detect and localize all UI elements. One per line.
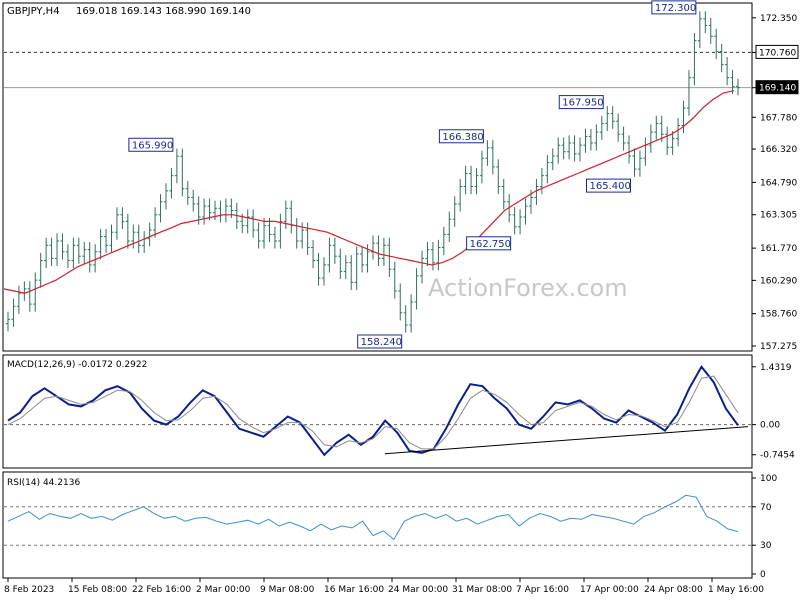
x-tick-label: 22 Feb 16:00 <box>132 585 191 595</box>
rsi-panel-frame <box>2 471 753 579</box>
x-tick-label: 17 Apr 00:00 <box>580 585 639 595</box>
x-tick-label: 15 Feb 08:00 <box>68 585 127 595</box>
macd-y-tick-label: -0.7454 <box>760 451 795 461</box>
price-y-tick-label: 172.350 <box>760 14 797 24</box>
axes: 172.350 167.780 166.320 164.790 163.305 161.7… <box>4 14 799 595</box>
price-annotation-box <box>585 178 631 193</box>
price-y-tick-label: 164.790 <box>760 178 797 188</box>
price-annotation-label: 162.750 <box>470 239 511 250</box>
price-annotation-box <box>438 129 484 144</box>
chart-symbol-label: GBPJPY,H4 <box>7 6 60 17</box>
price-annotation-label: 167.950 <box>562 98 603 109</box>
price-panel: 165.990 158.240 166.380 162.750 167.950 165.4… <box>3 0 752 349</box>
x-tick-label: 2 Mar 00:00 <box>196 585 251 595</box>
macd-title: MACD(12,26,9) -0.0172 0.2922 <box>7 360 147 370</box>
macd-trendline <box>384 426 749 455</box>
macd-y-tick-label: 0.00 <box>760 421 780 431</box>
price-annotation-label: 165.400 <box>589 181 630 192</box>
rsi-title: RSI(14) 44.2136 <box>7 478 80 488</box>
macd-line <box>7 365 739 457</box>
price-y-tick-label: 160.290 <box>760 276 797 286</box>
moving-average-line <box>3 90 735 294</box>
x-tick-label: 9 Mar 08:00 <box>260 585 315 595</box>
price-level-box <box>755 80 799 95</box>
price-annotation-label: 158.240 <box>361 337 402 348</box>
price-annotation-box <box>357 334 403 349</box>
macd-y-tick-label: 1.4319 <box>760 363 792 373</box>
x-tick-label: 7 Apr 16:00 <box>516 585 569 595</box>
price-y-tick-label: 166.320 <box>760 145 797 155</box>
price-level-label: 170.760 <box>759 48 796 58</box>
price-level-label: 169.140 <box>759 84 796 94</box>
price-annotation-box <box>558 95 604 110</box>
price-y-tick-label: 163.305 <box>760 211 797 221</box>
price-annotation-box <box>128 137 174 152</box>
price-y-tick-label: 167.780 <box>760 113 797 123</box>
price-annotation-label: 165.990 <box>132 140 173 151</box>
price-y-tick-label: 158.760 <box>760 310 797 320</box>
price-annotation-label: 172.300 <box>655 3 696 14</box>
price-annotation-label: 166.380 <box>442 132 483 143</box>
x-tick-label: 8 Feb 2023 <box>4 585 54 595</box>
rsi-panel: RSI(14) 44.2136 <box>4 478 752 546</box>
price-annotation-box <box>466 236 512 251</box>
rsi-y-tick-label: 30 <box>760 541 772 551</box>
rsi-y-tick-label: 70 <box>760 503 772 513</box>
macd-signal-line <box>7 375 739 450</box>
price-y-tick-label: 157.275 <box>760 342 797 352</box>
x-tick-label: 31 Mar 08:00 <box>452 585 512 595</box>
price-level-box <box>755 44 799 59</box>
chart-ohlc-readout: 169.018 169.143 168.990 169.140 <box>76 6 251 17</box>
price-panel-frame <box>2 2 753 352</box>
macd-panel-frame <box>2 354 753 469</box>
macd-panel: MACD(12,26,9) -0.0172 0.2922 <box>4 360 752 457</box>
x-tick-label: 24 Apr 08:00 <box>644 585 703 595</box>
price-annotation-box <box>651 0 697 15</box>
x-tick-label: 16 Mar 16:00 <box>324 585 384 595</box>
rsi-y-tick-label: 0 <box>760 570 766 580</box>
rsi-line <box>7 494 739 541</box>
rsi-y-tick-label: 100 <box>760 474 777 484</box>
x-tick-label: 24 Mar 00:00 <box>388 585 448 595</box>
x-tick-label: 1 May 16:00 <box>708 585 764 595</box>
price-y-tick-label: 161.770 <box>760 244 797 254</box>
watermark: ActionForex.com <box>428 274 628 302</box>
